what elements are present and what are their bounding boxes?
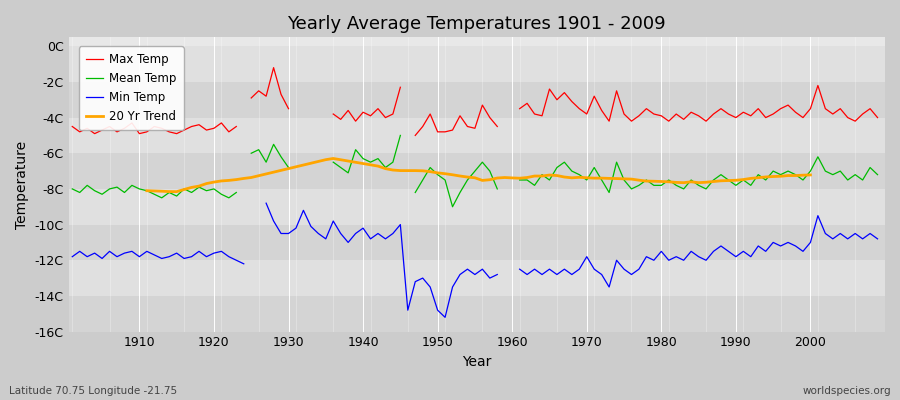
20 Yr Trend — [201, 181, 212, 186]
Min Temp — [67, 254, 77, 259]
Max Temp — [872, 115, 883, 120]
Max Temp — [67, 124, 77, 129]
X-axis label: Year: Year — [462, 355, 491, 369]
Min Temp — [343, 240, 354, 245]
Min Temp — [604, 284, 615, 289]
Mean Temp — [127, 183, 138, 188]
Min Temp — [298, 208, 309, 213]
Bar — [68, 82, 885, 118]
Max Temp — [514, 106, 525, 111]
Min Temp — [514, 267, 525, 272]
20 Yr Trend — [141, 188, 152, 193]
Bar — [68, 189, 885, 224]
Bar — [68, 224, 885, 260]
Bar — [68, 153, 885, 189]
Mean Temp — [872, 172, 883, 177]
20 Yr Trend — [618, 176, 629, 181]
Max Temp — [343, 108, 354, 113]
Text: worldspecies.org: worldspecies.org — [803, 386, 891, 396]
Legend: Max Temp, Mean Temp, Min Temp, 20 Yr Trend: Max Temp, Mean Temp, Min Temp, 20 Yr Tre… — [78, 46, 184, 130]
Line: Max Temp: Max Temp — [72, 68, 878, 136]
Line: Min Temp: Min Temp — [72, 203, 878, 317]
Bar — [68, 260, 885, 296]
20 Yr Trend — [552, 173, 562, 178]
Max Temp — [127, 120, 138, 125]
Min Temp — [127, 249, 138, 254]
Text: Latitude 70.75 Longitude -21.75: Latitude 70.75 Longitude -21.75 — [9, 386, 177, 396]
Mean Temp — [67, 186, 77, 191]
Y-axis label: Temperature: Temperature — [15, 140, 29, 228]
Bar — [68, 46, 885, 82]
Bar — [68, 296, 885, 332]
Mean Temp — [343, 170, 354, 175]
20 Yr Trend — [634, 178, 644, 182]
20 Yr Trend — [454, 174, 465, 178]
20 Yr Trend — [805, 172, 815, 177]
20 Yr Trend — [171, 189, 182, 194]
Min Temp — [872, 236, 883, 241]
Bar — [68, 118, 885, 153]
Line: 20 Yr Trend: 20 Yr Trend — [147, 158, 810, 192]
Mean Temp — [514, 178, 525, 182]
20 Yr Trend — [708, 179, 719, 184]
Line: Mean Temp: Mean Temp — [72, 136, 878, 207]
Max Temp — [604, 119, 615, 124]
Mean Temp — [604, 190, 615, 195]
20 Yr Trend — [328, 156, 338, 161]
Title: Yearly Average Temperatures 1901 - 2009: Yearly Average Temperatures 1901 - 2009 — [287, 15, 666, 33]
